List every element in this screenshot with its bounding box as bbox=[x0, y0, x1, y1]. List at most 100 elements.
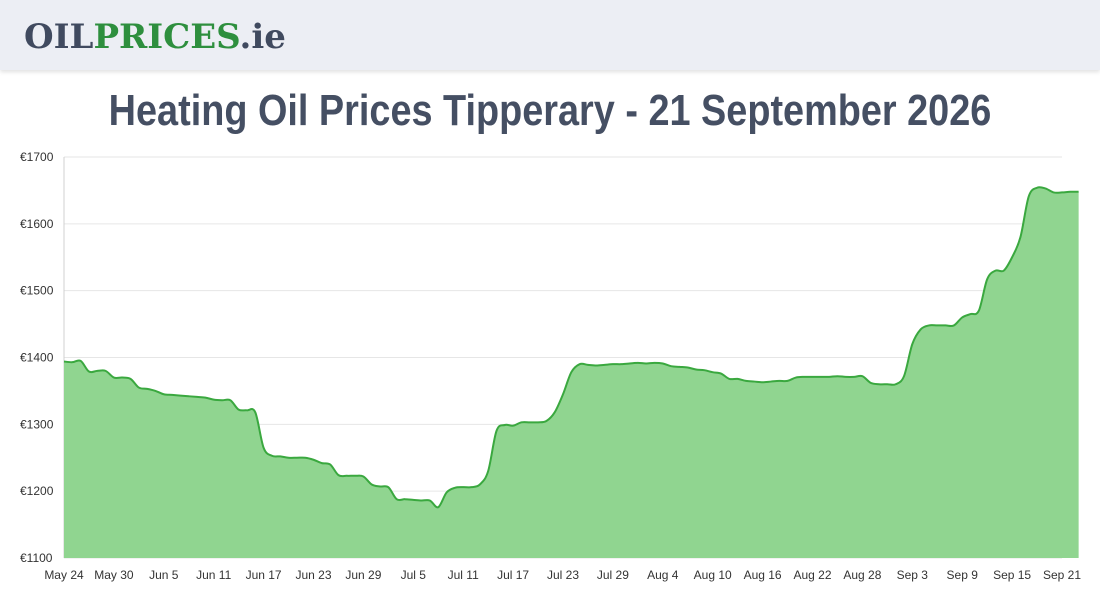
data-point[interactable] bbox=[843, 374, 849, 380]
data-point[interactable] bbox=[726, 376, 732, 382]
data-point[interactable] bbox=[610, 361, 616, 367]
data-point[interactable] bbox=[685, 365, 691, 371]
data-point[interactable] bbox=[169, 392, 175, 398]
data-point[interactable] bbox=[61, 359, 67, 365]
data-point[interactable] bbox=[884, 381, 890, 387]
data-point[interactable] bbox=[452, 485, 458, 491]
data-point[interactable] bbox=[1059, 189, 1065, 195]
data-point[interactable] bbox=[152, 388, 158, 394]
data-point[interactable] bbox=[286, 455, 292, 461]
data-point[interactable] bbox=[635, 360, 641, 366]
data-point[interactable] bbox=[518, 419, 524, 425]
data-point[interactable] bbox=[643, 361, 649, 367]
data-point[interactable] bbox=[901, 373, 907, 379]
data-point[interactable] bbox=[244, 407, 250, 413]
data-point[interactable] bbox=[352, 473, 358, 479]
data-point[interactable] bbox=[660, 361, 666, 367]
data-point[interactable] bbox=[776, 378, 782, 384]
data-point[interactable] bbox=[760, 379, 766, 385]
data-point[interactable] bbox=[543, 418, 549, 424]
data-point[interactable] bbox=[311, 457, 317, 463]
data-point[interactable] bbox=[768, 379, 774, 385]
data-point[interactable] bbox=[585, 362, 591, 368]
data-point[interactable] bbox=[1009, 254, 1015, 260]
data-point[interactable] bbox=[893, 381, 899, 387]
data-point[interactable] bbox=[535, 419, 541, 425]
data-point[interactable] bbox=[552, 409, 558, 415]
data-point[interactable] bbox=[527, 419, 533, 425]
data-point[interactable] bbox=[419, 498, 425, 504]
data-point[interactable] bbox=[335, 472, 341, 478]
data-point[interactable] bbox=[968, 311, 974, 317]
data-point[interactable] bbox=[402, 496, 408, 502]
data-point[interactable] bbox=[1067, 189, 1073, 195]
data-point[interactable] bbox=[676, 364, 682, 370]
data-point[interactable] bbox=[1026, 193, 1032, 199]
data-point[interactable] bbox=[444, 490, 450, 496]
data-point[interactable] bbox=[144, 386, 150, 392]
data-point[interactable] bbox=[78, 358, 84, 364]
data-point[interactable] bbox=[394, 496, 400, 502]
data-point[interactable] bbox=[261, 445, 267, 451]
data-point[interactable] bbox=[302, 455, 308, 461]
data-point[interactable] bbox=[926, 322, 932, 328]
data-point[interactable] bbox=[86, 369, 92, 375]
data-point[interactable] bbox=[485, 468, 491, 474]
data-point[interactable] bbox=[735, 376, 741, 382]
data-point[interactable] bbox=[502, 422, 508, 428]
data-point[interactable] bbox=[602, 362, 608, 368]
data-point[interactable] bbox=[460, 484, 466, 490]
data-point[interactable] bbox=[834, 373, 840, 379]
data-point[interactable] bbox=[568, 369, 574, 375]
data-point[interactable] bbox=[818, 374, 824, 380]
data-point[interactable] bbox=[743, 378, 749, 384]
data-point[interactable] bbox=[577, 361, 583, 367]
data-point[interactable] bbox=[477, 481, 483, 487]
data-point[interactable] bbox=[136, 385, 142, 391]
data-point[interactable] bbox=[801, 374, 807, 380]
data-point[interactable] bbox=[385, 484, 391, 490]
data-point[interactable] bbox=[651, 360, 657, 366]
data-point[interactable] bbox=[751, 379, 757, 385]
data-point[interactable] bbox=[69, 359, 75, 365]
data-point[interactable] bbox=[211, 397, 217, 403]
data-point[interactable] bbox=[668, 363, 674, 369]
data-point[interactable] bbox=[859, 373, 865, 379]
data-point[interactable] bbox=[934, 322, 940, 328]
data-point[interactable] bbox=[369, 481, 375, 487]
data-point[interactable] bbox=[793, 375, 799, 381]
data-point[interactable] bbox=[851, 374, 857, 380]
data-point[interactable] bbox=[294, 455, 300, 461]
data-point[interactable] bbox=[319, 460, 325, 466]
data-point[interactable] bbox=[618, 361, 624, 367]
data-point[interactable] bbox=[701, 367, 707, 373]
data-point[interactable] bbox=[277, 453, 283, 459]
data-point[interactable] bbox=[951, 322, 957, 328]
data-point[interactable] bbox=[510, 423, 516, 429]
data-point[interactable] bbox=[693, 367, 699, 373]
data-point[interactable] bbox=[560, 391, 566, 397]
data-point[interactable] bbox=[1042, 185, 1048, 191]
data-point[interactable] bbox=[103, 368, 109, 374]
data-point[interactable] bbox=[943, 322, 949, 328]
data-point[interactable] bbox=[128, 376, 134, 382]
data-point[interactable] bbox=[493, 428, 499, 434]
data-point[interactable] bbox=[1076, 189, 1082, 195]
data-point[interactable] bbox=[785, 378, 791, 384]
data-point[interactable] bbox=[119, 375, 125, 381]
data-point[interactable] bbox=[1051, 189, 1057, 195]
data-point[interactable] bbox=[810, 374, 816, 380]
data-point[interactable] bbox=[984, 276, 990, 282]
data-point[interactable] bbox=[718, 371, 724, 377]
data-point[interactable] bbox=[959, 314, 965, 320]
data-point[interactable] bbox=[976, 308, 982, 314]
data-point[interactable] bbox=[327, 461, 333, 467]
site-logo[interactable]: OILPRICES.ie bbox=[24, 14, 286, 60]
data-point[interactable] bbox=[236, 407, 242, 413]
data-point[interactable] bbox=[909, 341, 915, 347]
data-point[interactable] bbox=[252, 409, 258, 415]
data-point[interactable] bbox=[710, 369, 716, 375]
data-point[interactable] bbox=[593, 363, 599, 369]
data-point[interactable] bbox=[377, 483, 383, 489]
data-point[interactable] bbox=[435, 504, 441, 510]
